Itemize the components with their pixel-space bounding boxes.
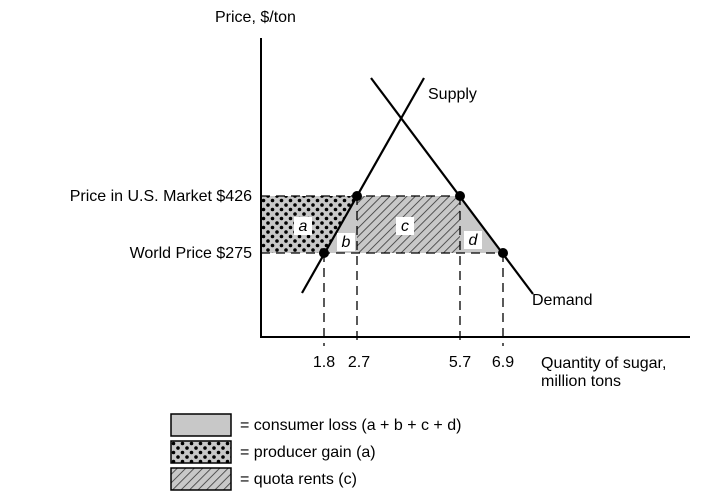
area-label: a [299, 218, 308, 235]
area-label: d [469, 232, 479, 249]
price-label: World Price $275 [130, 245, 253, 262]
label-box [464, 231, 482, 249]
point [319, 248, 329, 258]
legend-text: = quota rents (c) [240, 471, 357, 488]
quantity-label: 6.9 [492, 354, 514, 371]
supply-curve [301, 77, 425, 294]
price-label: Price in U.S. Market $426 [70, 188, 252, 205]
y-axis-label: Price, $/ton [215, 9, 296, 26]
demand-label: Demand [532, 292, 592, 309]
legend-swatch [170, 413, 232, 437]
quantity-label: 1.8 [313, 354, 335, 371]
demand-curve [370, 77, 534, 295]
label-box [396, 217, 414, 235]
legend-swatch [170, 467, 232, 491]
point [352, 191, 362, 201]
area-label: c [401, 218, 409, 235]
quantity-label: 5.7 [449, 354, 471, 371]
legend-text: = producer gain (a) [240, 444, 376, 461]
area-label: b [342, 234, 351, 251]
x-axis-label: million tons [541, 373, 621, 390]
point [455, 191, 465, 201]
label-box [294, 217, 312, 235]
x-axis-label: Quantity of sugar, [541, 355, 666, 372]
quantity-label: 2.7 [348, 354, 370, 371]
legend-text: = consumer loss (a + b + c + d) [240, 417, 461, 434]
label-box [337, 233, 355, 251]
legend-swatch [170, 440, 232, 464]
point [498, 248, 508, 258]
supply-label: Supply [428, 86, 477, 103]
